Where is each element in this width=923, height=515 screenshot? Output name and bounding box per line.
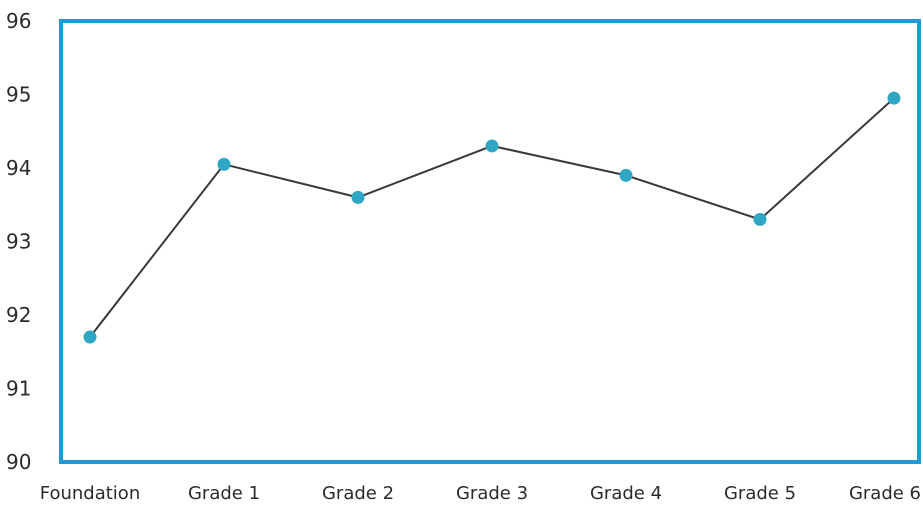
- data-points: [83, 91, 901, 344]
- x-tick-label: Grade 1: [188, 483, 260, 504]
- data-point: [887, 91, 901, 105]
- data-point: [217, 157, 231, 171]
- y-tick-label: 91: [6, 377, 31, 401]
- x-tick-label: Foundation: [40, 483, 140, 504]
- x-axis: Foundation Grade 1 Grade 2 Grade 3 Grade 4 Gr…: [40, 483, 921, 504]
- y-tick-label: 92: [6, 303, 31, 327]
- data-point: [619, 168, 633, 182]
- y-tick-label: 96: [6, 9, 31, 33]
- y-tick-label: 90: [6, 450, 31, 474]
- x-tick-label: Grade 6: [849, 483, 921, 504]
- x-tick-label: Grade 5: [724, 483, 796, 504]
- data-point: [351, 190, 365, 204]
- x-tick-label: Grade 2: [322, 483, 394, 504]
- data-point: [753, 212, 767, 226]
- y-axis: 90 91 92 93 94 95 96: [6, 9, 31, 474]
- data-point: [83, 330, 97, 344]
- plot-frame: [59, 19, 921, 464]
- y-tick-label: 93: [6, 230, 31, 254]
- y-tick-label: 94: [6, 156, 31, 180]
- x-tick-label: Grade 4: [590, 483, 662, 504]
- data-point: [485, 139, 499, 153]
- y-tick-label: 95: [6, 83, 31, 107]
- x-tick-label: Grade 3: [456, 483, 528, 504]
